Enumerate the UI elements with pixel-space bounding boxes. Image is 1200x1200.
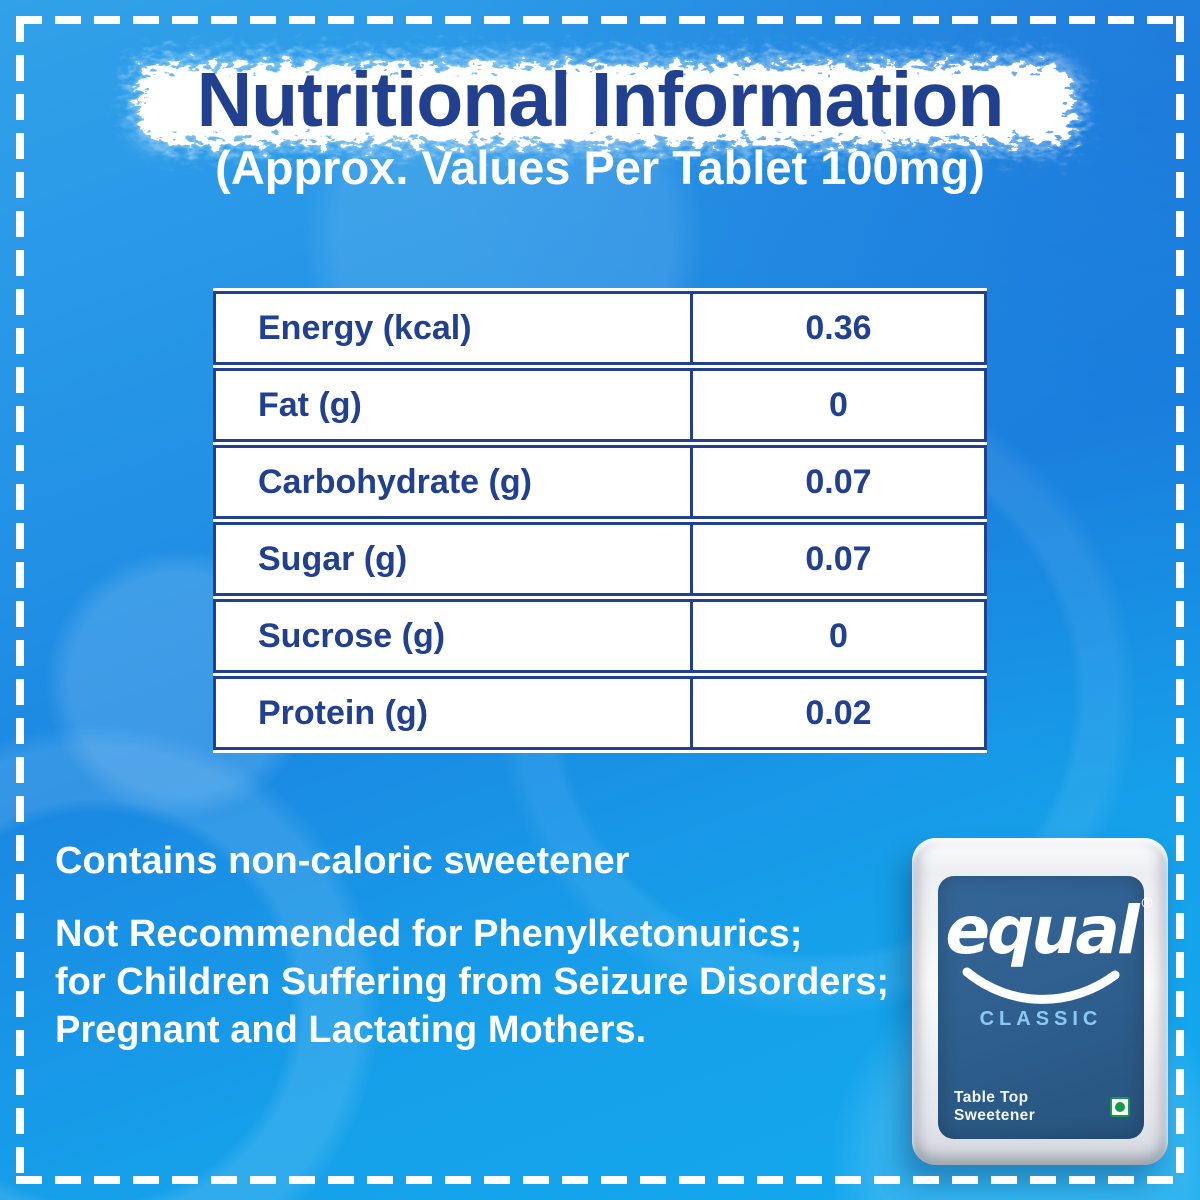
- warning-line-2: for Children Suffering from Seizure Diso…: [55, 961, 889, 1003]
- packet-front-label: equal ® CLASSIC Table Top Sweetener: [938, 876, 1153, 1139]
- smile-swoosh-icon: [962, 967, 1120, 1004]
- table-row: Energy (kcal) 0.36: [213, 291, 987, 365]
- brand-wordmark: equal: [945, 892, 1139, 969]
- brand-lockup: equal ®: [945, 896, 1152, 964]
- nutrient-value: 0.07: [692, 522, 987, 596]
- product-packet: equal ® CLASSIC Table Top Sweetener: [912, 838, 1168, 1165]
- dashed-border-left: [16, 16, 24, 1184]
- nutrient-label: Carbohydrate (g): [213, 445, 693, 519]
- table-row: Sugar (g) 0.07: [213, 522, 987, 596]
- table-row: Protein (g) 0.02: [213, 676, 987, 750]
- warning-line-1: Not Recommended for Phenylketonurics;: [55, 913, 803, 955]
- registered-trademark-icon: ®: [1141, 895, 1153, 912]
- table-row: Fat (g) 0: [213, 368, 987, 442]
- nutrient-label: Energy (kcal): [213, 291, 693, 365]
- nutrient-value: 0.07: [692, 445, 987, 519]
- footnotes: Contains non-caloric sweetener Not Recom…: [55, 842, 889, 1054]
- dashed-border-top: [16, 16, 1184, 24]
- veg-mark-icon: [1110, 1097, 1130, 1117]
- note-warning: Not Recommended for Phenylketonurics; fo…: [55, 910, 889, 1054]
- warning-line-3: Pregnant and Lactating Mothers.: [55, 1009, 647, 1051]
- paint-splatter-band: [140, 66, 1072, 142]
- nutrient-value: 0: [692, 599, 987, 673]
- page-title: Nutritional Information: [196, 57, 1005, 143]
- nutrient-value: 0.36: [692, 291, 987, 365]
- nutrient-label: Protein (g): [213, 676, 693, 750]
- packet-bottom-row: Table Top Sweetener: [954, 1089, 1130, 1125]
- table-row: Carbohydrate (g) 0.07: [213, 445, 987, 519]
- nutrient-label: Sucrose (g): [213, 599, 693, 673]
- table-row: Sucrose (g) 0: [213, 599, 987, 673]
- dashed-border-right: [1176, 16, 1184, 1184]
- nutrient-value: 0: [692, 368, 987, 442]
- note-contains-sweetener: Contains non-caloric sweetener: [55, 840, 630, 882]
- page-subtitle: (Approx. Values Per Tablet 100mg): [215, 141, 985, 194]
- nutrient-label: Fat (g): [213, 368, 693, 442]
- dashed-border-bottom: [16, 1176, 1184, 1184]
- nutrient-value: 0.02: [692, 676, 987, 750]
- nutrition-table: Energy (kcal) 0.36 Fat (g) 0 Carbohydrat…: [213, 288, 987, 753]
- variant-name: CLASSIC: [979, 1008, 1103, 1030]
- product-tagline: Table Top Sweetener: [954, 1089, 1036, 1124]
- nutrient-label: Sugar (g): [213, 522, 693, 596]
